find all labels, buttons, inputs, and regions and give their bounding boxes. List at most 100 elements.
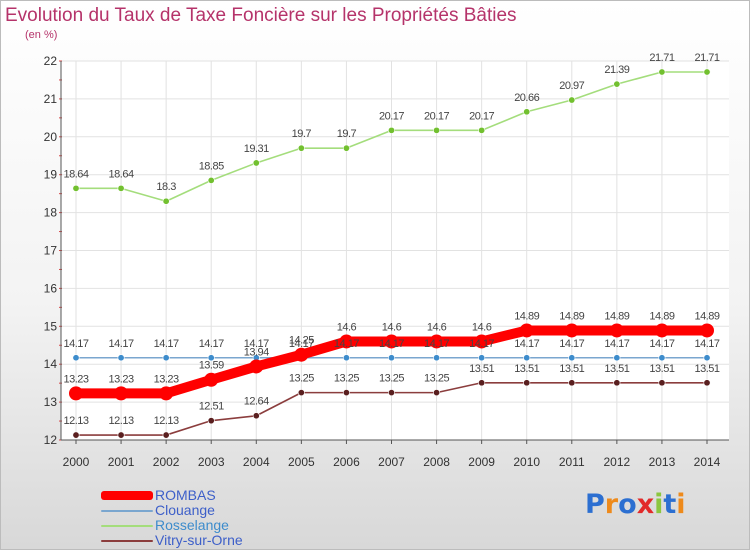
data-label: 13.51 <box>604 363 629 375</box>
y-tick-label: 17 <box>44 244 58 258</box>
data-point <box>207 417 215 425</box>
data-label: 13.51 <box>514 363 539 375</box>
data-label: 13.23 <box>109 373 134 385</box>
x-tick-label: 2011 <box>559 455 585 469</box>
data-point <box>519 323 534 338</box>
data-label: 19.7 <box>337 128 357 140</box>
y-tick-label: 18 <box>44 206 58 220</box>
proxiti-logo: Proxiti <box>585 489 686 520</box>
data-label: 13.51 <box>694 363 719 375</box>
logo-letter: i <box>676 489 686 520</box>
chart-legend: ROMBAS Clouange Rosselange Vitry-sur-Orne <box>101 488 243 548</box>
data-point <box>523 108 531 116</box>
data-point <box>658 379 666 387</box>
data-label: 12.51 <box>199 401 224 413</box>
data-label: 14.89 <box>694 310 719 322</box>
data-label: 14.89 <box>604 310 629 322</box>
data-label: 14.17 <box>289 338 314 350</box>
legend-label: Rosselange <box>155 517 229 533</box>
data-point <box>474 334 489 349</box>
legend-swatch <box>101 524 153 527</box>
data-point <box>700 323 714 338</box>
data-label: 14.6 <box>337 321 357 333</box>
data-point <box>162 431 170 439</box>
data-point <box>478 354 486 362</box>
legend-label: ROMBAS <box>155 487 216 503</box>
data-label: 12.13 <box>109 415 134 427</box>
data-point <box>654 323 669 338</box>
data-point <box>252 412 260 420</box>
data-label: 20.17 <box>469 110 494 122</box>
data-point <box>568 96 576 104</box>
x-tick-label: 2014 <box>694 455 721 469</box>
legend-swatch <box>101 491 153 500</box>
x-tick-label: 2002 <box>153 455 180 469</box>
data-label: 14.6 <box>382 321 402 333</box>
data-label: 13.25 <box>289 373 314 385</box>
data-point <box>342 389 350 397</box>
data-point <box>162 197 170 205</box>
data-label: 14.17 <box>514 338 539 350</box>
data-label: 14.89 <box>514 310 539 322</box>
data-point <box>387 389 395 397</box>
data-label: 14.17 <box>199 338 224 350</box>
data-label: 14.17 <box>604 338 629 350</box>
data-point <box>72 431 80 439</box>
data-label: 18.3 <box>156 181 176 193</box>
data-point <box>609 323 624 338</box>
logo-letter: r <box>604 489 619 520</box>
data-point <box>384 334 399 349</box>
data-point <box>703 68 711 76</box>
y-tick-label: 13 <box>44 395 58 409</box>
y-tick-label: 16 <box>44 281 58 295</box>
x-tick-label: 2007 <box>378 455 405 469</box>
data-label: 18.85 <box>199 160 224 172</box>
data-label: 13.23 <box>154 373 179 385</box>
data-point <box>703 354 711 362</box>
data-label: 20.97 <box>559 80 584 92</box>
data-point <box>339 334 354 349</box>
data-label: 14.17 <box>649 338 674 350</box>
data-label: 14.25 <box>289 335 314 347</box>
x-tick-label: 2003 <box>198 455 225 469</box>
data-label: 14.17 <box>334 338 359 350</box>
data-point <box>249 359 264 374</box>
data-label: 14.89 <box>649 310 674 322</box>
data-label: 14.17 <box>244 338 269 350</box>
x-tick-label: 2001 <box>108 455 135 469</box>
data-point <box>72 184 80 192</box>
data-label: 19.31 <box>244 143 269 155</box>
y-tick-label: 21 <box>44 92 58 106</box>
x-tick-label: 2000 <box>63 455 90 469</box>
y-tick-label: 19 <box>44 168 58 182</box>
legend-swatch <box>101 509 153 512</box>
data-point <box>207 354 215 362</box>
logo-letter: P <box>585 489 605 520</box>
data-label: 14.6 <box>472 321 492 333</box>
data-label: 21.71 <box>694 52 719 64</box>
data-point <box>297 144 305 152</box>
data-point <box>703 379 711 387</box>
data-point <box>613 80 621 88</box>
x-tick-label: 2012 <box>604 455 631 469</box>
data-label: 21.39 <box>604 64 629 76</box>
logo-letter: i <box>654 489 664 520</box>
data-point <box>72 354 80 362</box>
x-tick-label: 2006 <box>333 455 360 469</box>
legend-item: Clouange <box>101 503 243 518</box>
data-label: 13.59 <box>199 360 224 372</box>
data-label: 14.17 <box>154 338 179 350</box>
data-label: 14.17 <box>469 338 494 350</box>
legend-item: ROMBAS <box>101 488 243 503</box>
logo-letter: x <box>636 489 655 520</box>
data-label: 13.51 <box>559 363 584 375</box>
data-point <box>117 431 125 439</box>
y-tick-label: 22 <box>44 54 58 68</box>
data-point <box>523 354 531 362</box>
data-point <box>162 354 170 362</box>
chart-title: Evolution du Taux de Taxe Foncière sur l… <box>5 5 517 26</box>
legend-label: Vitry-sur-Orne <box>155 532 243 548</box>
x-tick-label: 2004 <box>243 455 270 469</box>
